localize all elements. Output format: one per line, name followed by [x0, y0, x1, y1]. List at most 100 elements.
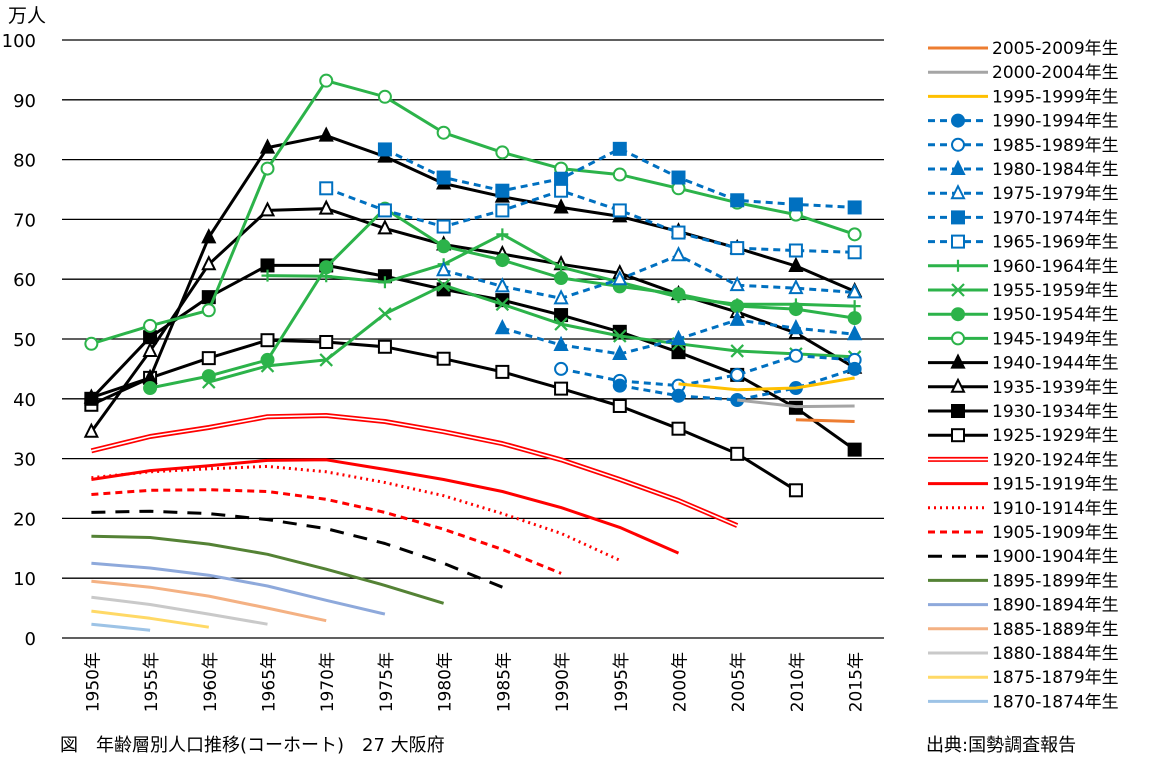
data-point-marker	[494, 318, 510, 335]
data-point-marker	[847, 245, 862, 260]
legend-marker	[951, 113, 965, 128]
series-24	[91, 579, 327, 623]
legend-item: 1895-1899年生	[928, 571, 1119, 591]
legend-item: 1950-1954年生	[928, 305, 1119, 325]
source-note: 出典:国勢調査報告	[926, 735, 1077, 756]
y-tick-label: 50	[13, 330, 36, 351]
data-point-marker	[847, 283, 863, 299]
series-12	[84, 73, 862, 351]
series-2-line	[678, 376, 855, 392]
x-axis-tick-labels: 1950年 1955年 1960年 1965年 1970年 1975年 1980年 1985年…	[83, 652, 866, 712]
data-point-marker	[612, 203, 627, 218]
data-point-marker	[377, 219, 393, 235]
x-tick-label: 1970年	[318, 652, 338, 712]
x-tick-label: 1960年	[201, 652, 221, 712]
legend-item: 1965-1969年生	[928, 233, 1119, 253]
legend: 2005-2009年生 2000-2004年生 1995-1999年生 1990-19…	[928, 39, 1119, 712]
series-10	[202, 278, 862, 389]
data-point-marker	[436, 170, 451, 185]
data-point-marker	[670, 246, 687, 262]
data-point-marker	[260, 333, 275, 348]
legend-marker	[950, 377, 966, 393]
data-point-marker	[730, 344, 744, 358]
data-point-marker	[436, 278, 451, 292]
legend-item: 1875-1879年生	[928, 668, 1119, 688]
data-point-marker	[436, 260, 452, 277]
y-axis-tick-labels: 0 10 20 30 40 50 60 70 80 90 100	[2, 31, 36, 650]
data-point-marker	[788, 318, 804, 335]
data-point-marker	[788, 278, 804, 295]
data-point-marker	[788, 243, 803, 258]
legend-label: 1935-1939年生	[992, 378, 1119, 398]
data-point-marker	[83, 388, 99, 404]
data-point-marker	[436, 125, 451, 140]
legend-item: 1975-1979年生	[928, 183, 1119, 204]
series-24-line	[91, 579, 327, 623]
series-27	[91, 622, 151, 632]
data-point-marker	[260, 161, 275, 176]
data-point-marker	[612, 344, 628, 360]
series-1-line	[737, 398, 855, 409]
series-23	[91, 561, 386, 616]
y-tick-label: 100	[2, 31, 36, 52]
legend-marker	[952, 259, 964, 272]
data-point-marker	[555, 261, 568, 274]
y-tick-label: 30	[13, 450, 36, 471]
legend-marker	[951, 404, 965, 418]
data-point-marker	[318, 126, 334, 142]
legend-label: 1970-1974年生	[992, 208, 1119, 228]
y-tick-label: 90	[13, 91, 36, 112]
legend-label: 1885-1889年生	[992, 620, 1119, 640]
data-point-marker	[671, 170, 686, 185]
data-point-marker	[848, 300, 861, 313]
legend-item: 1925-1929年生	[928, 426, 1119, 446]
data-point-marker	[377, 339, 392, 354]
data-point-marker	[319, 334, 334, 349]
legend-item: 1880-1884年生	[928, 644, 1119, 664]
series-4-line	[560, 354, 855, 388]
data-point-marker	[319, 181, 334, 196]
legend-item: 2005-2009年生	[928, 39, 1119, 59]
data-point-marker	[554, 361, 569, 376]
data-point-marker	[553, 198, 569, 214]
x-tick-label: 1975年	[377, 652, 397, 712]
series-17	[90, 413, 739, 528]
legend-item: 1980-1984年生	[928, 159, 1119, 180]
legend-label: 1895-1899年生	[992, 571, 1119, 591]
y-tick-label: 20	[13, 509, 36, 530]
data-point-marker	[729, 310, 745, 326]
series-26-line	[91, 609, 210, 629]
series-10-line	[208, 283, 855, 384]
x-tick-label: 2010年	[788, 652, 808, 712]
data-point-marker	[730, 193, 745, 208]
data-point-marker	[612, 141, 627, 156]
legend-label: 1975-1979年生	[992, 184, 1119, 204]
legend-label: 1930-1934年生	[992, 402, 1119, 422]
legend-label: 1875-1879年生	[992, 668, 1119, 688]
legend-marker	[951, 137, 965, 152]
series-19	[91, 464, 621, 562]
legend-item: 1905-1909年生	[928, 523, 1119, 543]
data-point-marker	[201, 303, 216, 318]
data-point-marker	[554, 381, 569, 396]
legend-item: 1935-1939年生	[928, 377, 1119, 398]
series-0	[795, 418, 855, 423]
data-point-marker	[378, 276, 391, 289]
data-point-marker	[495, 183, 510, 198]
data-point-marker	[672, 291, 685, 304]
series-17-line-inner	[91, 414, 738, 527]
data-point-marker	[730, 446, 745, 461]
legend-label: 1990-1994年生	[992, 112, 1119, 132]
series-0-line	[795, 418, 855, 423]
legend-item: 1985-1989年生	[928, 136, 1119, 156]
legend-label: 1985-1989年生	[992, 136, 1119, 156]
data-point-marker	[670, 329, 687, 345]
series-18	[91, 458, 680, 555]
series-3	[612, 361, 862, 407]
x-tick-label: 1995年	[612, 652, 632, 712]
legend-label: 1965-1969年生	[992, 233, 1119, 253]
data-point-marker	[788, 197, 803, 212]
data-point-marker	[377, 89, 392, 104]
data-point-marker	[83, 422, 99, 438]
data-point-marker	[201, 228, 217, 244]
